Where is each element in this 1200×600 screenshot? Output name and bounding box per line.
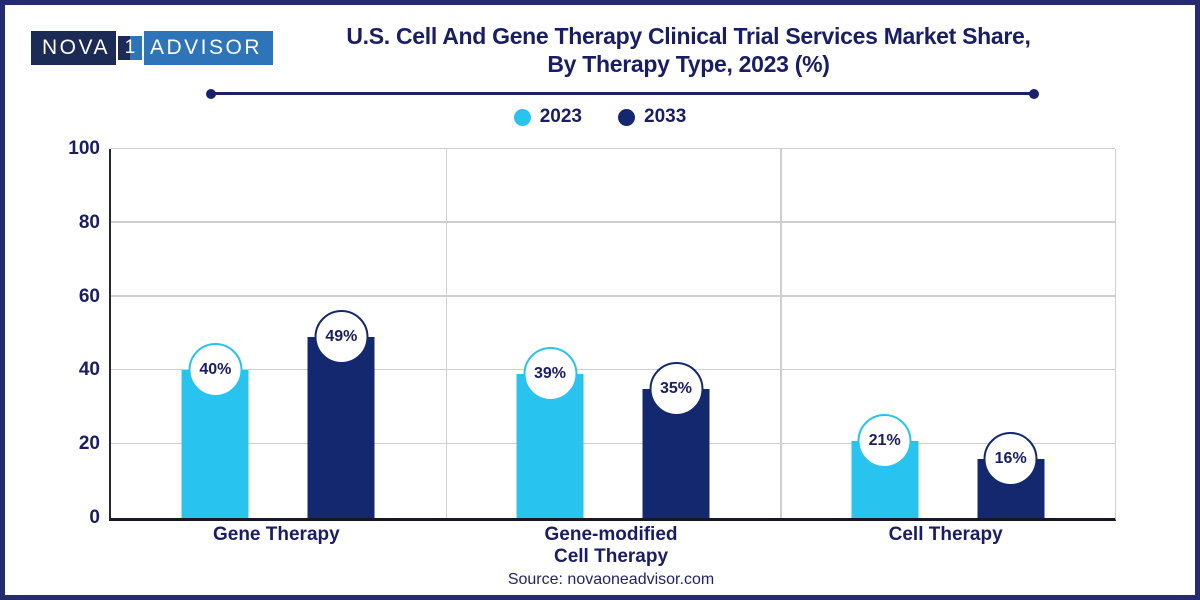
plot-area: 40% 49% 39% 35% 21% 16% <box>109 147 1116 521</box>
chart-title-line2: By Therapy Type, 2023 (%) <box>547 51 830 77</box>
y-axis-tick-80: 80 <box>78 211 100 233</box>
y-axis-tick-20: 20 <box>78 433 100 455</box>
bar-2033-gene-therapy: 49% <box>307 310 375 518</box>
y-axis-tick-100: 100 <box>68 138 100 159</box>
legend-dot-2023 <box>513 108 531 126</box>
value-badge-2023-gene-modified: 39% <box>523 347 577 402</box>
bar-2023-gene-therapy: 40% <box>181 343 249 518</box>
bar-group-gene-modified: 39% 35% <box>516 149 710 518</box>
gridline-y-40 <box>111 368 1115 371</box>
bar-2033-gene-modified: 35% <box>642 361 710 518</box>
source-text: Source: novaoneadvisor.com <box>507 571 715 588</box>
x-axis-labels: Gene Therapy Gene-modified Cell Therapy Ce… <box>109 524 1113 568</box>
legend-label-2033: 2033 <box>644 106 687 127</box>
value-badge-2033-gene-modified: 35% <box>649 361 703 416</box>
chart-legend: 2023 2033 <box>5 106 1195 128</box>
bar-2033-cell-therapy: 16% <box>977 431 1045 518</box>
y-axis-tick-40: 40 <box>78 359 100 381</box>
gridline-y-80 <box>111 221 1115 223</box>
logo-text-nova: NOVA <box>31 31 116 65</box>
logo-one-box: 1 <box>115 34 144 62</box>
legend-dot-2033 <box>618 108 635 126</box>
title-underline-rule <box>206 88 1039 99</box>
bar-group-cell-therapy: 21% 16% <box>851 149 1045 518</box>
category-label-gene-modified: Gene-modified Cell Therapy <box>544 524 678 567</box>
legend-label-2023: 2023 <box>539 106 582 127</box>
chart-title-line1: U.S. Cell And Gene Therapy Clinical Tria… <box>346 23 1031 49</box>
y-axis-labels: 0 20 40 60 80 100 <box>5 138 100 528</box>
logo-text-advisor: ADVISOR <box>143 31 273 65</box>
bar-2023-cell-therapy: 21% <box>851 413 919 518</box>
nova-one-advisor-logo: NOVA 1 ADVISOR <box>31 31 273 65</box>
legend-item-2033: 2033 <box>618 106 686 128</box>
legend-item-2023: 2023 <box>513 106 582 128</box>
gridline-y-20 <box>111 442 1115 445</box>
value-badge-2033-gene-therapy: 49% <box>314 310 369 365</box>
value-badge-2023-gene-therapy: 40% <box>188 343 243 398</box>
bar-group-gene-therapy: 40% 49% <box>181 149 375 518</box>
value-badge-2033-cell-therapy: 16% <box>983 431 1038 486</box>
category-divider-2 <box>780 149 782 518</box>
value-badge-2023-cell-therapy: 21% <box>857 413 912 468</box>
category-label-gene-therapy: Gene Therapy <box>212 524 340 545</box>
bar-2023-gene-modified: 39% <box>516 347 584 518</box>
chart-title: U.S. Cell And Gene Therapy Clinical Tria… <box>240 22 1137 78</box>
category-divider-1 <box>445 149 448 518</box>
y-axis-tick-60: 60 <box>78 285 100 307</box>
y-axis-tick-0: 0 <box>89 507 100 528</box>
gridline-y-100 <box>111 147 1115 149</box>
gridline-y-60 <box>111 295 1115 297</box>
category-label-cell-therapy: Cell Therapy <box>888 524 1003 545</box>
